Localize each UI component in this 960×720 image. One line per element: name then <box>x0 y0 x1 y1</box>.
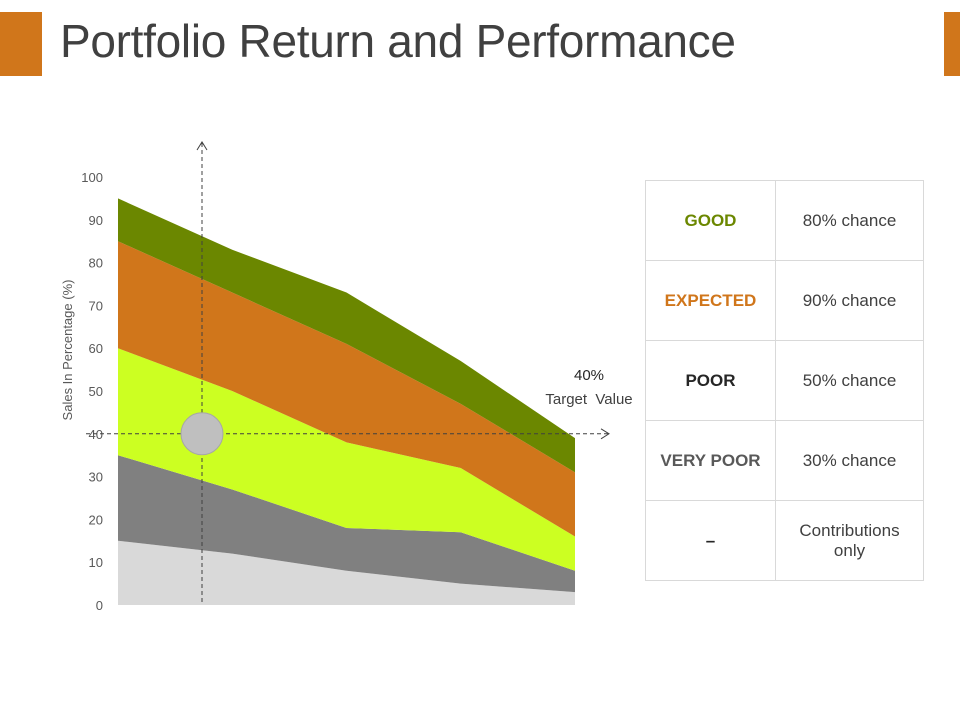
page-title: Portfolio Return and Performance <box>60 15 736 67</box>
y-tick-label: 100 <box>81 170 103 185</box>
y-tick-label: 0 <box>96 598 103 613</box>
area-series-group <box>118 198 575 605</box>
outcome-chance: 30% chance <box>775 420 924 501</box>
outcome-row: GOOD 80% chance <box>645 180 924 261</box>
horizontal-guide-arrow <box>600 428 610 440</box>
area-series-5 <box>118 198 575 473</box>
y-tick-label: 80 <box>89 256 103 271</box>
y-tick-label: 10 <box>89 555 103 570</box>
outcome-table: GOOD 80% chance EXPECTED 90% chance POOR 50% … <box>645 180 924 581</box>
outcome-label: – <box>645 500 776 581</box>
area-series-3 <box>118 348 575 571</box>
y-tick-label: 30 <box>89 470 103 485</box>
outcome-row: – Contributions only <box>645 500 924 581</box>
area-series-4 <box>118 241 575 537</box>
y-axis-label: Sales In Percentage (%) <box>60 280 75 421</box>
target-value-label: 40% <box>574 367 604 384</box>
outcome-row: POOR 50% chance <box>645 340 924 421</box>
target-label: Target Value <box>545 391 632 408</box>
outcome-label: GOOD <box>645 180 776 261</box>
outcome-chance: 50% chance <box>775 340 924 421</box>
title-accent-right <box>944 12 960 76</box>
y-tick-label: 70 <box>89 298 103 313</box>
title-accent-left <box>0 12 42 76</box>
vertical-guide-arrow <box>196 141 208 151</box>
outcome-chance: 90% chance <box>775 260 924 341</box>
target-marker <box>180 412 224 456</box>
area-series-1 <box>118 540 575 605</box>
y-tick-label: 90 <box>89 213 103 228</box>
y-tick-label: 50 <box>89 384 103 399</box>
y-tick-label: 20 <box>89 512 103 527</box>
outcome-label: EXPECTED <box>645 260 776 341</box>
y-tick-label: 60 <box>89 341 103 356</box>
outcome-label: POOR <box>645 340 776 421</box>
outcome-chance: Contributions only <box>775 500 924 581</box>
outcome-label: VERY POOR <box>645 420 776 501</box>
outcome-row: EXPECTED 90% chance <box>645 260 924 341</box>
target-guides <box>86 141 610 602</box>
outcome-chance: 80% chance <box>775 180 924 261</box>
outcome-row: VERY POOR 30% chance <box>645 420 924 501</box>
